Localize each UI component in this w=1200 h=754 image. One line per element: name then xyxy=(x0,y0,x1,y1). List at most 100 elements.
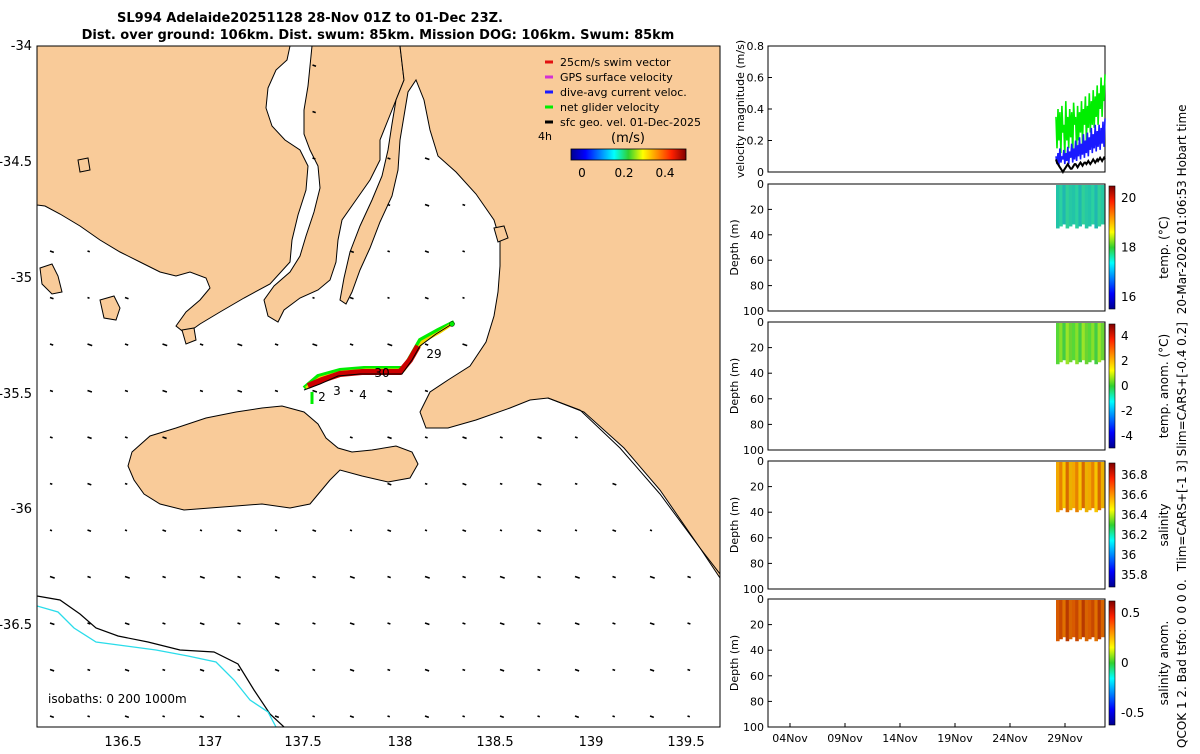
sfc-geo-arrow xyxy=(687,715,691,718)
sfc-geo-arrow xyxy=(349,715,355,719)
profile-column xyxy=(1091,323,1095,361)
profile-column xyxy=(1094,185,1098,229)
velocity-y-tick: 0.8 xyxy=(747,40,765,53)
colorbar-tick: 36 xyxy=(1121,548,1136,562)
title-line-1: SL994 Adelaide20251128 28-Nov 01Z to 01-… xyxy=(117,11,503,26)
depth-y-tick: 20 xyxy=(750,203,764,216)
profile-column xyxy=(1084,185,1089,229)
depth-y-tick: 80 xyxy=(750,557,764,570)
side-label-bottom: QCOK 1 2. Bad tsfo: 0 0 0 0. xyxy=(1175,579,1189,748)
depth-y-tick: 0 xyxy=(757,178,764,191)
depth-y-tick: 80 xyxy=(750,695,764,708)
sfc-geo-arrow xyxy=(49,668,55,672)
sfc-geo-arrow xyxy=(124,622,130,626)
depth-y-tick: 0 xyxy=(757,316,764,329)
sfc-geo-arrow xyxy=(462,343,468,347)
profile-column xyxy=(1078,462,1082,511)
sfc-geo-arrow xyxy=(237,668,241,672)
colorbar-tick: 0.2 xyxy=(614,166,633,180)
track-label-4: 4 xyxy=(359,388,367,402)
sfc-geo-arrow xyxy=(49,715,55,719)
depth-y-tick: 60 xyxy=(750,532,764,545)
depth-y-tick: 60 xyxy=(750,670,764,683)
sfc-geo-arrow xyxy=(237,529,242,532)
sfc-geo-arrow xyxy=(349,436,353,439)
speed-colorbar xyxy=(570,148,687,161)
map-legend: 25cm/s swim vector GPS surface velocity … xyxy=(538,56,701,180)
sfc-geo-arrow xyxy=(162,529,167,532)
legend-label: GPS surface velocity xyxy=(560,71,673,84)
sfc-geo-arrow xyxy=(387,389,393,393)
map-y-tick: -36 xyxy=(11,502,32,517)
profile-column xyxy=(1100,600,1105,638)
sfc-geo-arrow xyxy=(87,668,91,672)
sfc-geo-arrow xyxy=(199,389,204,393)
sfc-geo-arrow xyxy=(462,575,466,579)
profile-column xyxy=(1097,323,1102,363)
depth-y-tick: 40 xyxy=(750,506,764,519)
sfc-geo-arrow xyxy=(312,343,318,347)
sfc-geo-arrow xyxy=(49,343,54,346)
land-small-island xyxy=(77,157,91,173)
sfc-geo-arrow xyxy=(312,157,316,160)
sfc-geo-arrow xyxy=(424,715,430,719)
colorbar-tick: 4 xyxy=(1121,329,1129,343)
profile-column xyxy=(1072,600,1076,638)
sfc-geo-arrow xyxy=(49,482,53,486)
time-x-tick: 24Nov xyxy=(992,732,1028,745)
sfc-geo-arrow xyxy=(462,668,466,672)
profile-column xyxy=(1088,323,1092,363)
depth-y-tick: 40 xyxy=(750,644,764,657)
sfc-geo-arrow xyxy=(424,668,430,672)
profile-column xyxy=(1056,323,1060,365)
sfc-geo-arrow xyxy=(49,436,53,439)
sfc-geo-arrow xyxy=(499,715,505,719)
sfc-geo-arrow xyxy=(162,715,166,718)
sfc-geo-arrow xyxy=(162,389,168,393)
sfc-geo-arrow xyxy=(387,250,391,253)
sfc-geo-arrow xyxy=(537,575,541,579)
land-eyre-peninsula xyxy=(37,46,309,335)
profile-column xyxy=(1091,600,1095,638)
velocity-series-line xyxy=(1055,155,1106,174)
sfc-geo-arrow xyxy=(349,668,355,672)
sfc-geo-arrow xyxy=(462,203,466,207)
sfc-geo-arrow xyxy=(237,389,243,393)
sfc-geo-arrow xyxy=(612,575,616,579)
profile-column xyxy=(1100,185,1105,225)
depth-y-tick: 0 xyxy=(757,593,764,606)
legend-time-label: 4h xyxy=(538,130,552,143)
profile-column xyxy=(1075,323,1079,365)
side-metadata-label: QCOK 1 2. Bad tsfo: 0 0 0 0. Tlim=CARS+[… xyxy=(1175,104,1189,748)
depth-y-label: Depth (m) xyxy=(728,358,741,414)
velocity-panel-frame xyxy=(767,45,1106,173)
sfc-geo-arrow xyxy=(199,343,204,346)
map-y-tick: -34 xyxy=(11,39,32,54)
depth-y-label: Depth (m) xyxy=(728,497,741,553)
sfc-geo-arrow xyxy=(124,575,130,579)
profile-column xyxy=(1084,600,1089,642)
velocity-y-label: velocity magnitude (m/s) xyxy=(734,40,747,178)
map-x-axis: 136.5 137 137.5 138 138.5 139 139.5 xyxy=(104,735,704,750)
sfc-geo-arrow xyxy=(87,482,92,486)
map-y-tick: -36.5 xyxy=(0,618,32,633)
sfc-geo-arrow xyxy=(199,575,205,579)
sfc-geo-arrow xyxy=(312,575,316,579)
profile-column xyxy=(1068,600,1073,640)
depth-colorbar xyxy=(1108,462,1116,588)
sfc-geo-arrow xyxy=(274,715,280,719)
sfc-geo-arrow xyxy=(537,668,541,672)
title-line-2: Dist. over ground: 106km. Dist. swum: 85… xyxy=(82,28,675,43)
profile-column xyxy=(1075,600,1079,642)
depth-y-tick: 20 xyxy=(750,481,764,494)
sfc-geo-arrow xyxy=(462,436,467,440)
colorbar-tick: 0.5 xyxy=(1121,606,1140,620)
colorbar-tick: 20 xyxy=(1121,191,1136,205)
depth-colorbar xyxy=(1108,323,1116,449)
colorbar-title: (m/s) xyxy=(611,131,645,146)
colorbar-tick: -4 xyxy=(1121,429,1133,443)
sfc-geo-arrow xyxy=(424,157,430,161)
sfc-geo-arrow xyxy=(162,622,166,625)
sfc-geo-arrow xyxy=(424,250,430,254)
sfc-geo-arrow xyxy=(87,296,90,299)
